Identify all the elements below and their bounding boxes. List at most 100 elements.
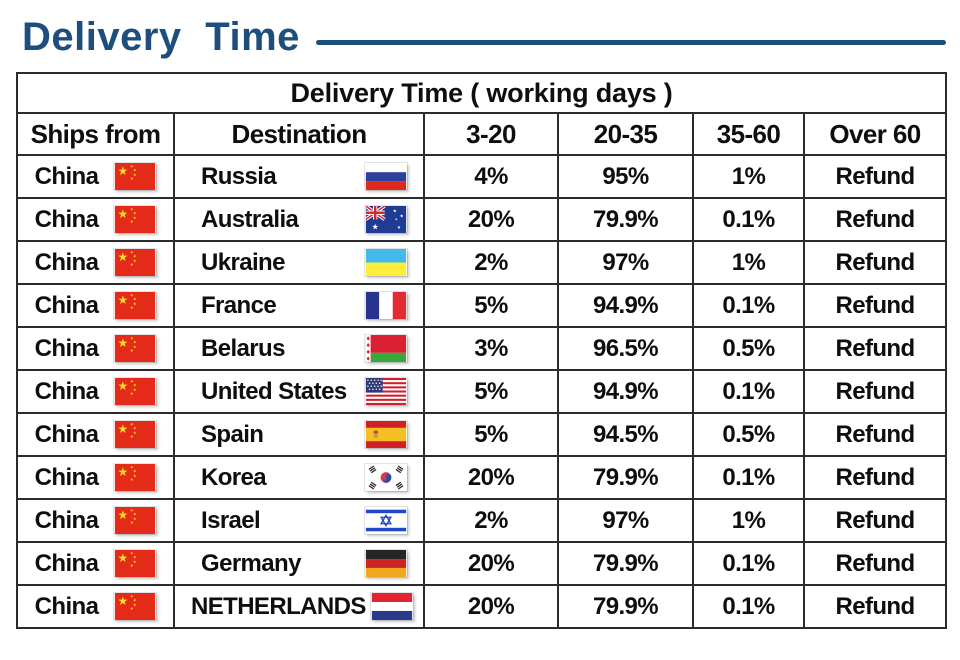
pct-20-35: 94.9% xyxy=(557,283,694,328)
destination-label: Germany xyxy=(201,549,301,577)
destination-label: France xyxy=(201,291,277,319)
spain-flag-icon xyxy=(365,421,407,448)
over-60-policy: Refund xyxy=(802,326,948,371)
table-row-russia: China Russia 4% 95% 1% Refund xyxy=(16,154,948,199)
ships-from-label: China xyxy=(34,377,99,405)
page-title: Delivery Time xyxy=(22,14,300,59)
pct-20-35: 97% xyxy=(557,498,694,543)
pct-3-20: 5% xyxy=(423,412,559,457)
pct-3-20: 3% xyxy=(423,326,559,371)
pct-3-20: 20% xyxy=(423,541,559,586)
over-60-policy: Refund xyxy=(802,283,948,328)
over-60-policy: Refund xyxy=(802,197,948,242)
table-row-ukraine: China Ukraine 2% 97% 1% Refund xyxy=(16,240,948,285)
pct-35-60: 0.1% xyxy=(692,541,805,586)
over-60-policy: Refund xyxy=(802,369,948,414)
ships-from-label: China xyxy=(34,506,99,534)
over-60-policy: Refund xyxy=(802,455,948,500)
pct-3-20: 5% xyxy=(423,283,559,328)
pct-35-60: 0.1% xyxy=(692,455,805,500)
china-flag-icon xyxy=(114,550,157,577)
china-flag-icon xyxy=(114,593,157,620)
over-60-policy: Refund xyxy=(802,584,948,629)
over-60-policy: Refund xyxy=(802,154,948,199)
over-60-policy: Refund xyxy=(802,541,948,586)
ships-from-label: China xyxy=(34,420,99,448)
destination-label: Israel xyxy=(201,506,261,534)
china-flag-icon xyxy=(114,292,157,319)
delivery-time-table: Delivery Time ( working days ) Ships fro… xyxy=(15,72,948,629)
pct-3-20: 2% xyxy=(423,498,559,543)
china-flag-icon xyxy=(114,421,157,448)
usa-flag-icon xyxy=(365,378,407,405)
table-row-israel: China Israel 2% 97% 1% Refund xyxy=(16,498,948,543)
china-flag-icon xyxy=(114,378,157,405)
table-row-australia: China Australia 20% 79.9% 0.1% Refund xyxy=(16,197,948,242)
col-header-20-35: 20-35 xyxy=(557,112,694,156)
germany-flag-icon xyxy=(365,550,407,577)
col-header-35-60: 35-60 xyxy=(692,112,805,156)
table-title: Delivery Time ( working days ) xyxy=(15,72,948,114)
pct-35-60: 0.5% xyxy=(692,412,805,457)
russia-flag-icon xyxy=(365,163,407,190)
france-flag-icon xyxy=(365,292,407,319)
table-title-row: Delivery Time ( working days ) xyxy=(15,72,948,114)
table-header-row: Ships from Destination 3-20 20-35 35-60 … xyxy=(16,112,948,156)
israel-flag-icon xyxy=(365,507,407,534)
destination-label: Spain xyxy=(201,420,264,448)
ships-from-label: China xyxy=(34,248,99,276)
pct-3-20: 2% xyxy=(423,240,559,285)
ships-from-label: China xyxy=(34,291,99,319)
pct-3-20: 5% xyxy=(423,369,559,414)
china-flag-icon xyxy=(114,163,157,190)
china-flag-icon xyxy=(114,464,157,491)
table-row-belarus: China Belarus 3% 96.5% 0.5% Refund xyxy=(16,326,948,371)
pct-35-60: 1% xyxy=(692,154,805,199)
pct-20-35: 95% xyxy=(557,154,694,199)
ships-from-label: China xyxy=(34,549,99,577)
pct-35-60: 0.1% xyxy=(692,369,805,414)
col-header-over-60: Over 60 xyxy=(802,112,948,156)
pct-35-60: 0.5% xyxy=(692,326,805,371)
over-60-policy: Refund xyxy=(802,498,948,543)
destination-label: NETHERLANDS xyxy=(191,592,366,620)
header-rule xyxy=(315,39,946,45)
pct-3-20: 4% xyxy=(423,154,559,199)
table-row-korea: China Korea 20% 79.9% 0.1% Refund xyxy=(16,455,948,500)
korea-flag-icon xyxy=(365,464,407,491)
col-header-ships-from: Ships from xyxy=(16,112,175,156)
col-header-destination: Destination xyxy=(173,112,425,156)
table-row-netherlands: China NETHERLANDS 20% 79.9% 0.1% Refund xyxy=(16,584,948,629)
netherlands-flag-icon xyxy=(371,593,413,620)
over-60-policy: Refund xyxy=(802,240,948,285)
ships-from-label: China xyxy=(34,334,99,362)
destination-label: Korea xyxy=(201,463,267,491)
ships-from-label: China xyxy=(34,463,99,491)
china-flag-icon xyxy=(114,507,157,534)
pct-35-60: 1% xyxy=(692,498,805,543)
pct-20-35: 79.9% xyxy=(557,197,694,242)
destination-label: Russia xyxy=(201,162,277,190)
china-flag-icon xyxy=(114,335,157,362)
pct-3-20: 20% xyxy=(423,197,559,242)
destination-label: Ukraine xyxy=(201,248,285,276)
pct-3-20: 20% xyxy=(423,584,559,629)
australia-flag-icon xyxy=(365,206,407,233)
table-row-germany: China Germany 20% 79.9% 0.1% Refund xyxy=(16,541,948,586)
pct-20-35: 97% xyxy=(557,240,694,285)
pct-35-60: 0.1% xyxy=(692,584,805,629)
destination-label: Australia xyxy=(201,205,299,233)
china-flag-icon xyxy=(114,249,157,276)
pct-20-35: 79.9% xyxy=(557,455,694,500)
ukraine-flag-icon xyxy=(365,249,407,276)
pct-3-20: 20% xyxy=(423,455,559,500)
pct-20-35: 79.9% xyxy=(557,541,694,586)
ships-from-label: China xyxy=(34,592,99,620)
pct-20-35: 96.5% xyxy=(557,326,694,371)
destination-label: Belarus xyxy=(201,334,285,362)
pct-20-35: 94.5% xyxy=(557,412,694,457)
over-60-policy: Refund xyxy=(802,412,948,457)
pct-35-60: 0.1% xyxy=(692,283,805,328)
table-row-spain: China Spain 5% 94.5% 0.5% Refund xyxy=(16,412,948,457)
pct-20-35: 94.9% xyxy=(557,369,694,414)
